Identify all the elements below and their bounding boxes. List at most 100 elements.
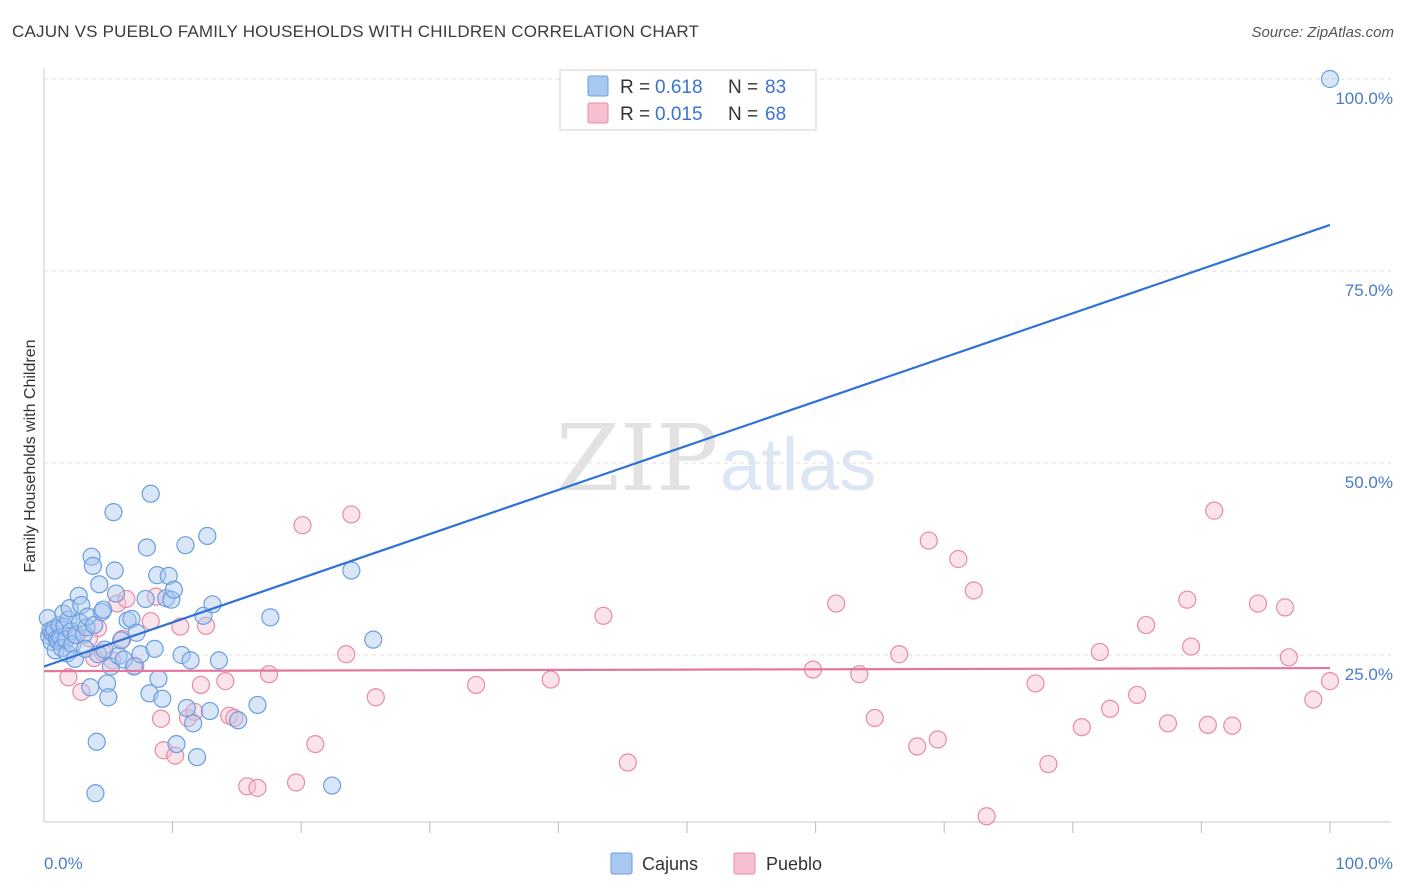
pueblo-point-57 bbox=[1137, 615, 1156, 635]
watermark-zip: ZIP bbox=[556, 405, 718, 512]
gridlines bbox=[44, 78, 1391, 656]
x-ticks bbox=[172, 822, 1331, 833]
cajuns-point-50 bbox=[122, 609, 141, 629]
bottom-legend-swatch-cajuns bbox=[610, 852, 633, 875]
cajuns-point-84 bbox=[1320, 69, 1340, 89]
pueblo-point-39 bbox=[618, 753, 637, 772]
cajuns-point-60 bbox=[149, 669, 168, 688]
cajuns-point-53 bbox=[131, 645, 150, 664]
cajuns-point-33 bbox=[86, 784, 105, 803]
cajuns-point-36 bbox=[90, 575, 109, 594]
legend-r-label-pueblo: R = bbox=[620, 104, 650, 125]
cajuns-point-40 bbox=[97, 674, 117, 693]
cajuns-points bbox=[38, 69, 1340, 803]
cajuns-point-81 bbox=[322, 776, 342, 795]
pueblo-point-63 bbox=[1223, 716, 1242, 735]
legend-swatch-cajuns bbox=[587, 75, 609, 97]
y-tick-label-25: 25.0% bbox=[1345, 665, 1393, 684]
pueblo-point-62 bbox=[1205, 501, 1224, 520]
cajuns-point-76 bbox=[203, 595, 222, 614]
cajuns-point-31 bbox=[83, 556, 102, 576]
cajuns-point-45 bbox=[106, 584, 126, 603]
pueblo-point-44 bbox=[890, 645, 909, 664]
cajuns-point-30 bbox=[82, 547, 101, 566]
pueblo-point-68 bbox=[1320, 672, 1340, 691]
pueblo-point-67 bbox=[1304, 690, 1323, 709]
pueblo-points bbox=[42, 501, 1340, 826]
cajuns-trend-line bbox=[43, 223, 1331, 668]
pueblo-point-56 bbox=[1127, 685, 1147, 705]
legend-n-value-pueblo: 68 bbox=[765, 104, 786, 125]
pueblo-point-30 bbox=[286, 773, 306, 792]
pueblo-point-52 bbox=[1039, 754, 1058, 774]
legend-n-label-pueblo: N = bbox=[728, 104, 758, 125]
cajuns-point-11 bbox=[52, 638, 72, 658]
trend-lines bbox=[43, 223, 1331, 673]
cajuns-point-48 bbox=[114, 650, 133, 669]
cajuns-point-78 bbox=[229, 711, 248, 730]
cajuns-point-83 bbox=[364, 630, 383, 649]
legend-r-label-cajuns: R = bbox=[620, 77, 650, 98]
cajuns-point-24 bbox=[72, 595, 91, 615]
cajuns-point-44 bbox=[105, 561, 124, 580]
pueblo-point-34 bbox=[342, 505, 361, 524]
cajuns-point-61 bbox=[153, 689, 172, 708]
pueblo-point-36 bbox=[466, 675, 486, 695]
y-tick-labels: 25.0% 50.0% 75.0% 100.0% bbox=[1335, 89, 1393, 684]
pueblo-point-33 bbox=[337, 645, 356, 664]
cajuns-point-38 bbox=[94, 600, 113, 619]
cajuns-point-56 bbox=[141, 484, 160, 503]
pueblo-point-50 bbox=[977, 807, 996, 826]
pueblo-point-60 bbox=[1182, 637, 1201, 656]
pueblo-point-28 bbox=[248, 778, 267, 797]
pueblo-point-51 bbox=[1026, 674, 1045, 693]
cajuns-point-80 bbox=[261, 608, 280, 627]
pueblo-point-29 bbox=[259, 665, 279, 684]
legend-r-value-cajuns: 0.618 bbox=[655, 77, 703, 98]
cajuns-point-67 bbox=[172, 645, 191, 665]
bottom-legend-label-cajuns: Cajuns bbox=[642, 854, 698, 874]
bottom-legend-label-pueblo: Pueblo bbox=[766, 854, 822, 874]
cajuns-point-41 bbox=[99, 688, 118, 707]
cajuns-point-82 bbox=[342, 561, 361, 580]
pueblo-point-31 bbox=[293, 516, 312, 535]
cajuns-point-17 bbox=[60, 599, 79, 618]
pueblo-point-58 bbox=[1158, 714, 1178, 733]
legend-n-value-cajuns: 83 bbox=[765, 77, 786, 98]
cajuns-point-34 bbox=[87, 732, 106, 751]
pueblo-point-32 bbox=[306, 734, 325, 754]
cajuns-point-16 bbox=[59, 610, 78, 629]
chart-title: CAJUN VS PUEBLO FAMILY HOUSEHOLDS WITH C… bbox=[12, 22, 700, 41]
legend: R = 0.618 N = 83 R = 0.015 N = 68 bbox=[559, 69, 817, 131]
cajuns-point-69 bbox=[177, 698, 196, 718]
cajuns-point-66 bbox=[167, 734, 186, 754]
y-axis-label: Family Households with Children bbox=[22, 340, 39, 573]
x-tick-label-max: 100.0% bbox=[1335, 854, 1393, 873]
cajuns-point-63 bbox=[159, 566, 178, 585]
pueblo-point-45 bbox=[908, 737, 927, 756]
bottom-legend: Cajuns Pueblo bbox=[610, 852, 822, 875]
pueblo-point-64 bbox=[1248, 594, 1268, 613]
cajuns-point-72 bbox=[187, 748, 207, 767]
pueblo-point-41 bbox=[827, 594, 846, 613]
chart-source: Source: ZipAtlas.com bbox=[1251, 24, 1394, 41]
pueblo-point-43 bbox=[865, 708, 884, 728]
cajuns-point-71 bbox=[184, 714, 203, 733]
watermark-atlas: atlas bbox=[720, 423, 876, 506]
legend-r-value-pueblo: 0.015 bbox=[655, 104, 703, 125]
cajuns-point-74 bbox=[198, 526, 217, 546]
cajuns-point-75 bbox=[200, 701, 219, 721]
pueblo-point-48 bbox=[949, 549, 968, 569]
pueblo-trend-line bbox=[43, 666, 1331, 673]
cajuns-point-58 bbox=[145, 639, 164, 658]
pueblo-point-22 bbox=[191, 675, 210, 695]
cajuns-point-55 bbox=[137, 538, 156, 557]
pueblo-point-4 bbox=[72, 682, 91, 701]
pueblo-point-47 bbox=[928, 730, 947, 749]
cajuns-point-70 bbox=[181, 651, 200, 670]
bottom-legend-swatch-pueblo bbox=[733, 852, 756, 875]
x-tick-label-min: 0.0% bbox=[44, 854, 83, 873]
legend-n-label-cajuns: N = bbox=[728, 77, 758, 98]
cajuns-point-54 bbox=[136, 589, 155, 609]
